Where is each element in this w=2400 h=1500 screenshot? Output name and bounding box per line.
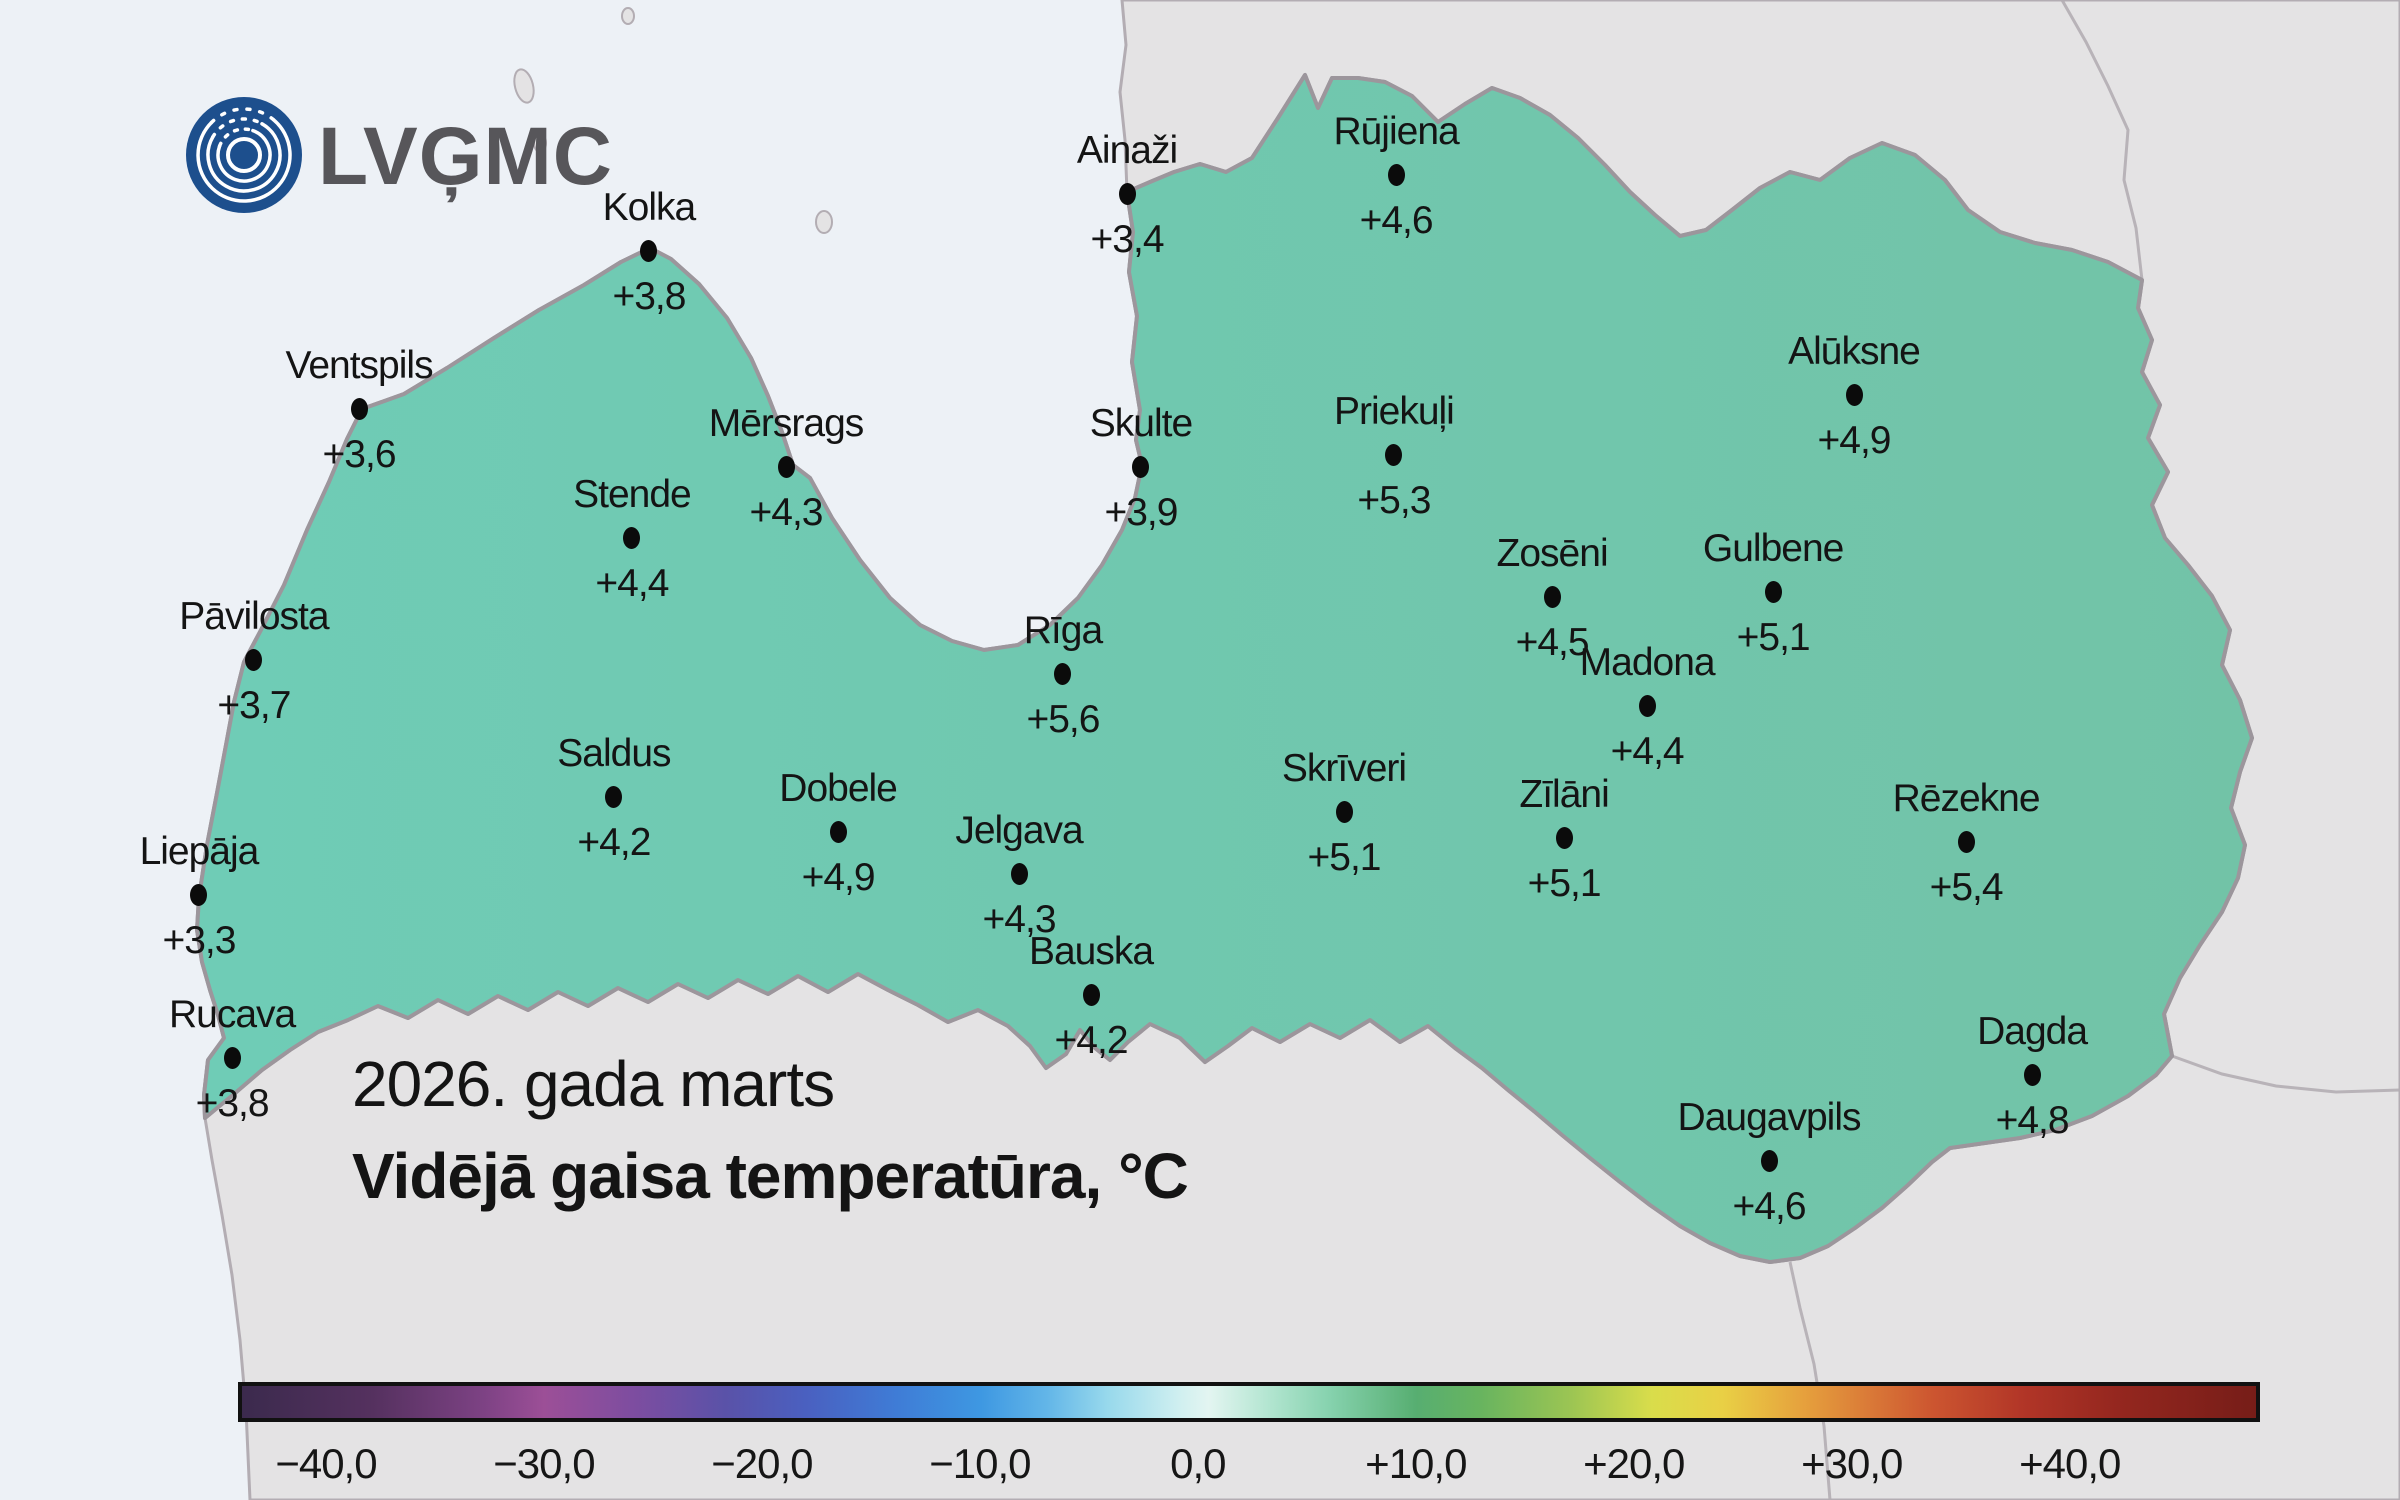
station-name: Skrīveri <box>1281 746 1407 790</box>
station-name: Bauska <box>1028 929 1154 973</box>
station-temperature: +4,3 <box>749 490 824 534</box>
station-temperature: +3,8 <box>612 274 686 318</box>
station-temperature: +4,8 <box>1995 1099 2070 1143</box>
station-temperature: +4,6 <box>1732 1185 1807 1228</box>
station-temperature: +4,9 <box>801 856 876 900</box>
station-temperature: +4,9 <box>1817 418 1892 462</box>
station-temperature: +4,4 <box>595 562 669 606</box>
station-name: Rūjiena <box>1333 110 1459 154</box>
station-marker <box>245 649 263 671</box>
station-name: Gulbene <box>1702 527 1844 571</box>
station-temperature: +5,3 <box>1357 478 1431 522</box>
station-name: Kolka <box>602 185 697 229</box>
colorbar-tick-label: −20,0 <box>711 1440 813 1487</box>
station-name: Rēzekne <box>1892 776 2041 820</box>
colorbar-tick-label: +40,0 <box>2019 1440 2121 1487</box>
island <box>621 7 635 25</box>
station-temperature: +5,4 <box>1929 865 2004 909</box>
station-temperature: +4,6 <box>1359 199 1434 243</box>
station-name: Mērsrags <box>708 401 865 445</box>
colorbar-tick-label: −30,0 <box>493 1440 595 1487</box>
logo-text: LVĢMC <box>318 111 613 202</box>
station-temperature: +5,1 <box>1527 862 1602 906</box>
island <box>513 68 535 104</box>
station-name: Dobele <box>779 767 898 811</box>
station-marker <box>623 527 641 550</box>
station-marker <box>1335 800 1353 823</box>
station-temperature: +4,3 <box>982 898 1057 942</box>
station-marker <box>190 884 208 907</box>
colorbar-tick-label: +30,0 <box>1801 1440 1903 1487</box>
station-name: Rīga <box>1023 608 1103 652</box>
station-marker <box>1385 443 1403 466</box>
station-temperature: +3,8 <box>195 1081 270 1125</box>
station-temperature: +4,2 <box>1054 1018 1129 1062</box>
station-name: Ventspils <box>285 344 433 388</box>
station-marker <box>829 821 847 844</box>
station-name: Dagda <box>1977 1010 2088 1054</box>
station-temperature: +3,4 <box>1090 217 1165 261</box>
station-name: Priekuļi <box>1333 389 1455 433</box>
station-name: Daugavpils <box>1677 1096 1862 1139</box>
colorbar-tick-label: −10,0 <box>929 1440 1031 1487</box>
logo-globe-icon <box>186 97 302 213</box>
temperature-colorbar <box>238 1382 2260 1422</box>
station-name: Saldus <box>557 731 671 775</box>
station-name: Rucava <box>168 992 296 1036</box>
station-temperature: +5,1 <box>1307 835 1382 879</box>
station-marker <box>1082 983 1100 1006</box>
station-marker <box>1118 182 1136 205</box>
station-temperature: +4,2 <box>577 820 651 864</box>
station-marker <box>1010 863 1028 886</box>
station-temperature: +3,7 <box>217 684 291 727</box>
station-marker <box>1132 455 1150 478</box>
station-name: Alūksne <box>1788 329 1921 373</box>
station-marker <box>223 1046 241 1069</box>
station-marker <box>350 398 368 421</box>
station-temperature: +5,1 <box>1736 616 1811 660</box>
island <box>815 210 833 234</box>
station-name: Stende <box>573 473 692 517</box>
station-marker <box>777 455 795 478</box>
station-marker <box>1555 827 1573 850</box>
station-temperature: +4,4 <box>1610 730 1685 774</box>
station-marker <box>1845 383 1863 406</box>
station-temperature: +3,3 <box>162 919 236 963</box>
station-name: Zīlāni <box>1519 773 1609 817</box>
colorbar-tick-label: +10,0 <box>1365 1440 1467 1487</box>
station-name: Madona <box>1579 641 1716 685</box>
station-name: Jelgava <box>955 809 1083 853</box>
station-marker <box>1638 695 1656 718</box>
station-marker <box>2023 1064 2041 1087</box>
station-marker <box>605 785 623 808</box>
station-marker <box>1957 830 1975 853</box>
station-temperature: +3,9 <box>1104 490 1178 534</box>
station-temperature: +5,6 <box>1026 697 1100 741</box>
station-name: Ainaži <box>1076 128 1178 172</box>
colorbar-tick-label: −40,0 <box>275 1440 377 1487</box>
lvgmc-logo: LVĢMC <box>186 97 613 213</box>
colorbar-tick-label: +20,0 <box>1583 1440 1685 1487</box>
station-marker <box>1387 164 1405 187</box>
island <box>533 133 547 153</box>
station-name: Liepāja <box>139 830 260 874</box>
map-title-metric: Vidējā gaisa temperatūra, °C <box>352 1140 1189 1212</box>
station-marker <box>1543 586 1561 608</box>
station-name: Pāvilosta <box>179 595 329 638</box>
foreign-country-borders <box>1788 0 2400 1500</box>
station-marker <box>1764 581 1782 604</box>
temperature-colorbar-ticks: −40,0 −30,0 −20,0 −10,0 0,0 +10,0 +20,0 +30,0 +4… <box>238 1440 2260 1492</box>
station-marker <box>640 239 658 262</box>
station-temperature: +3,6 <box>322 433 397 477</box>
station-marker <box>1054 662 1072 685</box>
station-marker <box>1760 1150 1778 1172</box>
station-name: Skulte <box>1089 401 1193 445</box>
station-name: Zosēni <box>1496 532 1609 575</box>
map-title-period: 2026. gada marts <box>352 1048 835 1120</box>
colorbar-tick-label: 0,0 <box>1170 1440 1226 1487</box>
station-temperature: +4,5 <box>1515 621 1590 664</box>
